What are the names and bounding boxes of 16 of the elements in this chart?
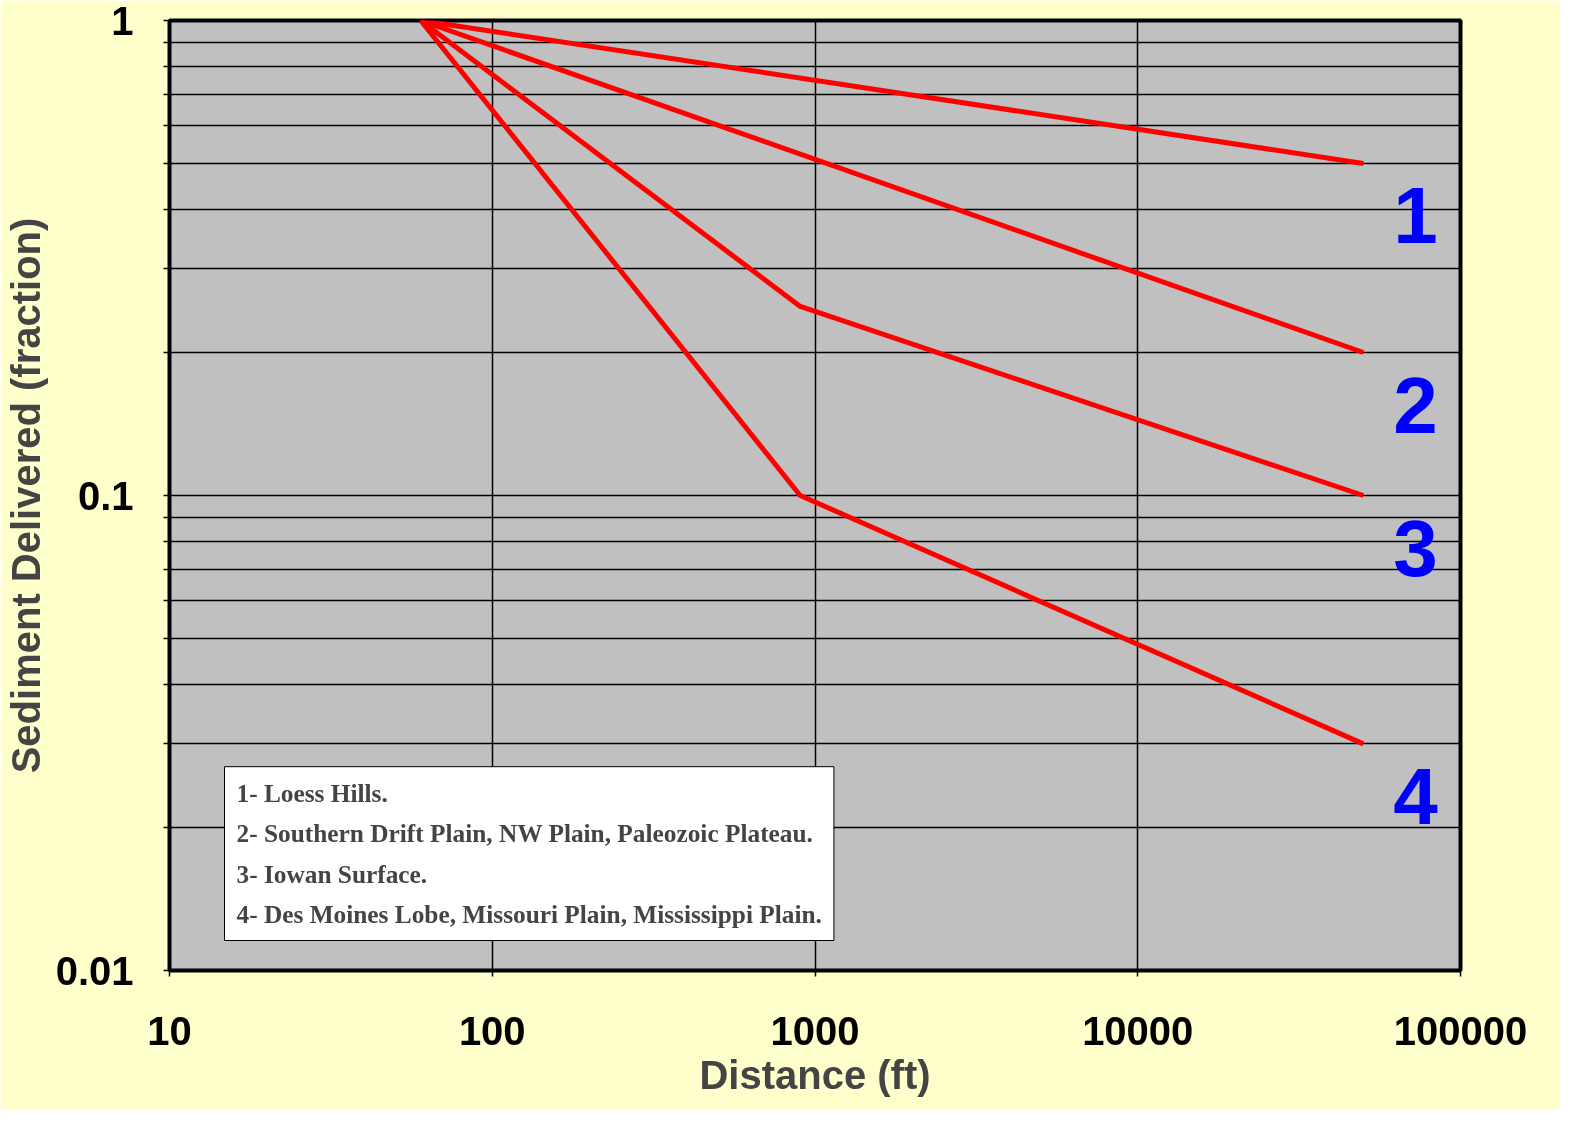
y-axis-title: Sediment Delivered (fraction) [3,217,48,774]
series-label: 2 [1393,360,1438,450]
annotation: 3- Iowan Surface. [236,859,428,888]
annotation: 2- Southern Drift Plain, NW Plain, Paleozoic Plateau. [236,819,813,848]
x-axis-title: Distance (ft) [699,1052,931,1097]
x-tick-label: 10000 [1082,1008,1194,1053]
annotation: 1- Loess Hills. [236,778,388,807]
y-tick-label: 0.01 [55,948,134,993]
x-tick-label: 10 [147,1008,192,1053]
series-label: 4 [1393,751,1439,841]
y-tick-label: 1 [111,0,134,43]
annotation: 4- Des Moines Lobe, Missouri Plain, Mississippi Plain. [236,900,822,929]
x-tick-label: 100000 [1393,1008,1528,1053]
x-tick-label: 100 [458,1008,526,1053]
y-tick-label: 0.1 [77,473,134,518]
x-tick-label: 1000 [770,1008,860,1053]
